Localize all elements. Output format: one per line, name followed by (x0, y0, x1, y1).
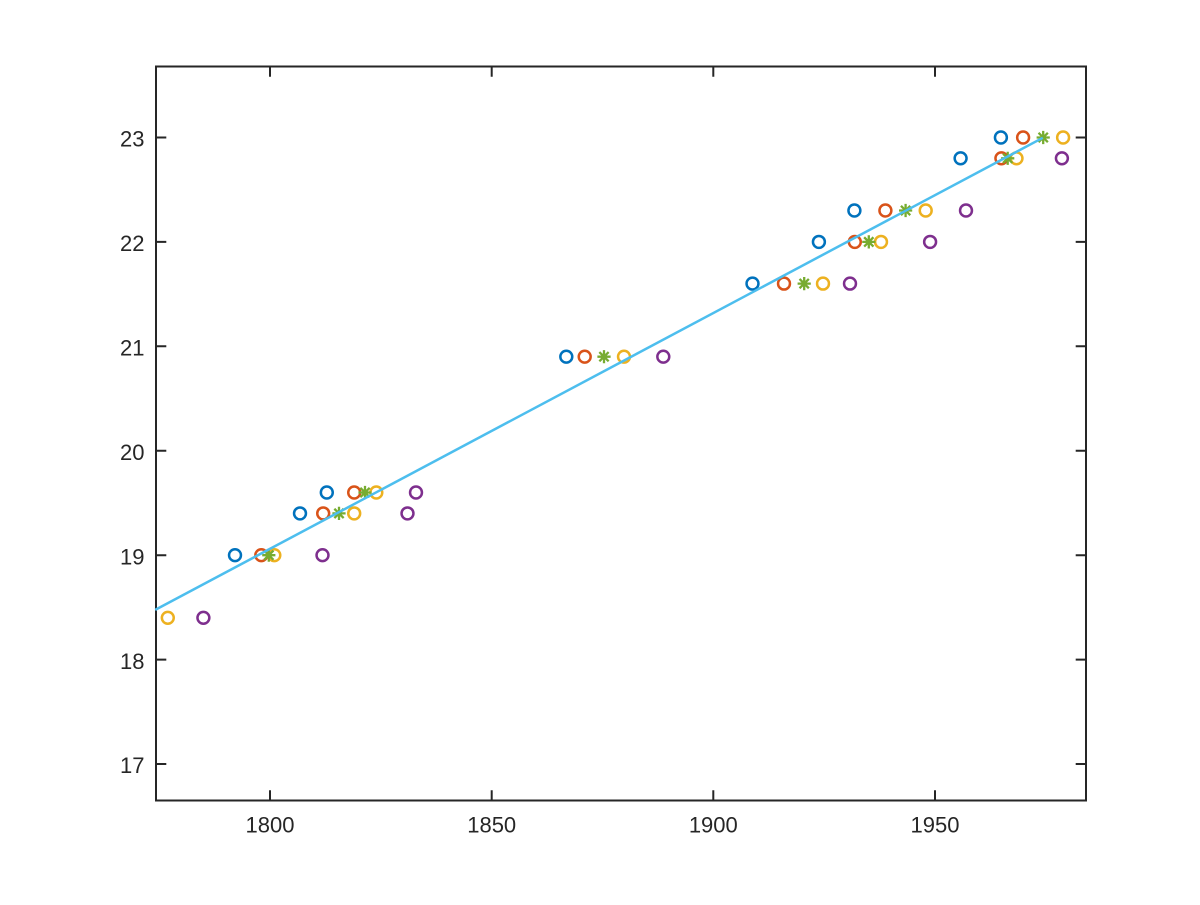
svg-text:1900: 1900 (689, 813, 738, 838)
svg-text:22: 22 (120, 231, 144, 256)
svg-text:1850: 1850 (467, 813, 516, 838)
svg-text:1950: 1950 (911, 813, 960, 838)
svg-text:21: 21 (120, 336, 144, 361)
svg-text:1800: 1800 (246, 813, 295, 838)
svg-text:20: 20 (120, 440, 144, 465)
svg-text:23: 23 (120, 127, 144, 152)
svg-text:17: 17 (120, 753, 144, 778)
svg-text:19: 19 (120, 544, 144, 569)
svg-text:18: 18 (120, 649, 144, 674)
